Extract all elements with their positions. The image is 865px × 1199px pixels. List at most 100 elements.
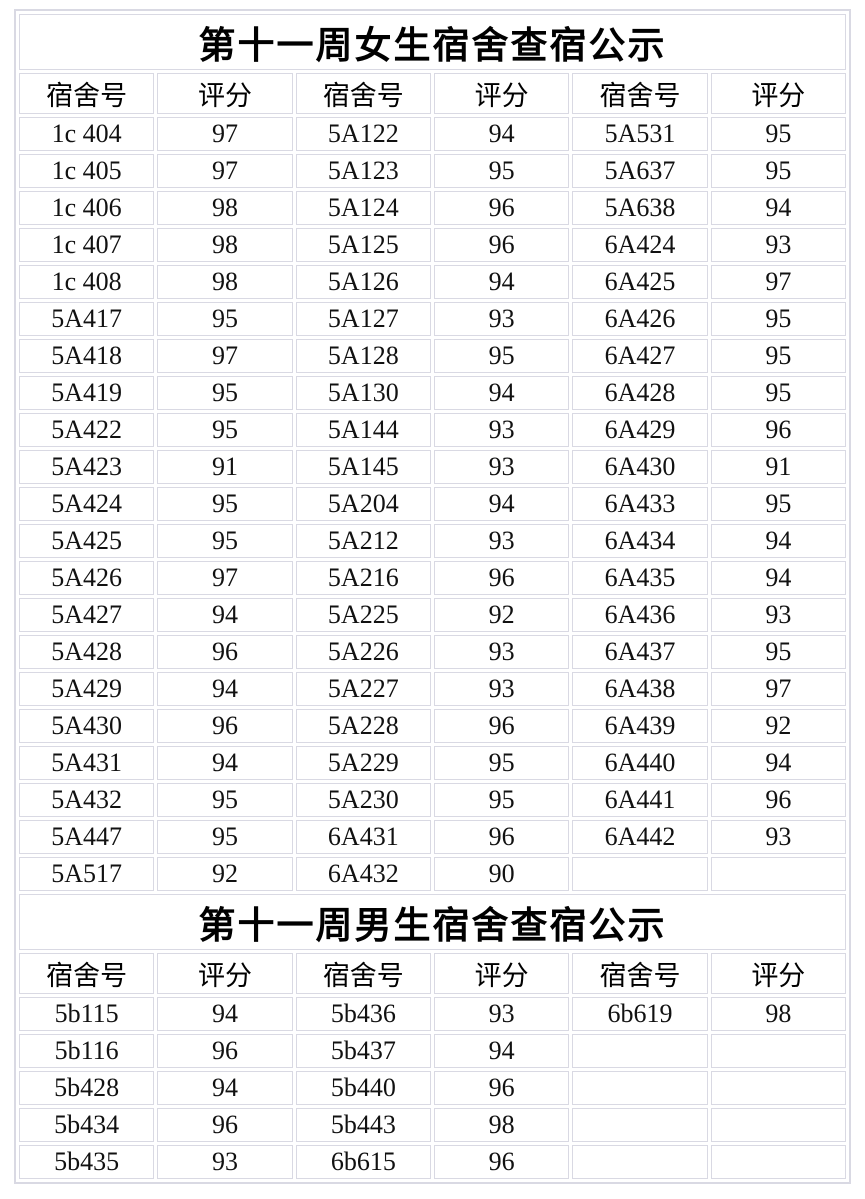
table-row: 1c 404 97 5A122 94 5A531 95 [19, 117, 846, 151]
score-cell: 94 [433, 265, 570, 299]
table-row: 5b434 96 5b443 98 [19, 1108, 846, 1142]
score-cell: 95 [157, 487, 293, 521]
dorm-number-cell: 5A423 [19, 450, 155, 484]
score-cell: 98 [157, 265, 293, 299]
dorm-number-cell: 5A447 [19, 820, 155, 854]
score-cell: 92 [157, 857, 293, 891]
dorm-number-cell: 6A431 [295, 820, 431, 854]
score-cell: 95 [157, 524, 293, 558]
score-cell: 94 [157, 1071, 293, 1105]
score-cell: 94 [433, 376, 570, 410]
dorm-number-cell: 5A123 [295, 154, 431, 188]
dorm-number-cell: 5A424 [19, 487, 155, 521]
dorm-number-cell [572, 1034, 708, 1068]
score-cell: 95 [157, 820, 293, 854]
table-row: 5b115 94 5b436 93 6b619 98 [19, 997, 846, 1031]
dorm-number-cell: 5A144 [295, 413, 431, 447]
score-cell: 96 [433, 228, 570, 262]
score-cell: 95 [157, 302, 293, 336]
dorm-number-cell: 6A425 [572, 265, 708, 299]
score-cell: 93 [433, 524, 570, 558]
dorm-number-cell: 5A432 [19, 783, 155, 817]
score-cell: 94 [157, 746, 293, 780]
score-cell: 96 [710, 783, 846, 817]
table-row: 5A424 95 5A204 94 6A433 95 [19, 487, 846, 521]
dorm-number-cell: 5A417 [19, 302, 155, 336]
table-row: 5A418 97 5A128 95 6A427 95 [19, 339, 846, 373]
column-header-dorm-number: 宿舍号 [295, 953, 431, 994]
score-cell: 96 [433, 191, 570, 225]
score-cell: 97 [157, 561, 293, 595]
dorm-number-cell: 5A531 [572, 117, 708, 151]
score-cell: 96 [433, 1071, 570, 1105]
dorm-number-cell: 1c 406 [19, 191, 155, 225]
dorm-number-cell: 5A638 [572, 191, 708, 225]
dorm-number-cell: 5b428 [19, 1071, 155, 1105]
score-cell [710, 857, 846, 891]
dorm-number-cell: 6A435 [572, 561, 708, 595]
dorm-number-cell: 5b434 [19, 1108, 155, 1142]
score-cell: 98 [157, 191, 293, 225]
dorm-number-cell: 5A418 [19, 339, 155, 373]
table-row: 1c 408 98 5A126 94 6A425 97 [19, 265, 846, 299]
score-cell: 95 [710, 376, 846, 410]
table-row: 1c 406 98 5A124 96 5A638 94 [19, 191, 846, 225]
dorm-number-cell: 5A429 [19, 672, 155, 706]
dorm-number-cell: 5A230 [295, 783, 431, 817]
column-header-dorm-number: 宿舍号 [572, 73, 708, 114]
dorm-number-cell: 6A430 [572, 450, 708, 484]
dorm-number-cell: 5A227 [295, 672, 431, 706]
table-row: 5A430 96 5A228 96 6A439 92 [19, 709, 846, 743]
dorm-number-cell: 5A212 [295, 524, 431, 558]
score-cell: 95 [157, 413, 293, 447]
score-cell: 96 [157, 1034, 293, 1068]
dorm-number-cell: 5b115 [19, 997, 155, 1031]
dorm-number-cell: 6A441 [572, 783, 708, 817]
score-cell: 98 [710, 997, 846, 1031]
column-header-dorm-number: 宿舍号 [19, 73, 155, 114]
table-row: 5A447 95 6A431 96 6A442 93 [19, 820, 846, 854]
score-cell: 97 [710, 265, 846, 299]
table-row: 5A423 91 5A145 93 6A430 91 [19, 450, 846, 484]
dorm-number-cell: 5A225 [295, 598, 431, 632]
dorm-number-cell: 6A429 [572, 413, 708, 447]
dorm-number-cell: 5A637 [572, 154, 708, 188]
score-cell: 96 [157, 635, 293, 669]
dorm-number-cell: 5A130 [295, 376, 431, 410]
score-cell: 91 [157, 450, 293, 484]
column-header-row-male: 宿舍号 评分 宿舍号 评分 宿舍号 评分 [19, 953, 846, 994]
dorm-number-cell: 5b436 [295, 997, 431, 1031]
column-header-dorm-number: 宿舍号 [295, 73, 431, 114]
dorm-number-cell: 6A434 [572, 524, 708, 558]
dorm-inspection-table: 第十一周女生宿舍查宿公示宿舍号 评分 宿舍号 评分 宿舍号 评分 1c 404 97 5A122… [14, 9, 851, 1184]
section-title-row-female: 第十一周女生宿舍查宿公示 [19, 14, 846, 70]
score-cell: 97 [710, 672, 846, 706]
dorm-number-cell: 1c 404 [19, 117, 155, 151]
table-row: 5A428 96 5A226 93 6A437 95 [19, 635, 846, 669]
score-cell: 94 [433, 117, 570, 151]
dorm-number-cell: 5A125 [295, 228, 431, 262]
dorm-number-cell: 5A124 [295, 191, 431, 225]
dorm-number-cell: 5A228 [295, 709, 431, 743]
dorm-number-cell: 5A216 [295, 561, 431, 595]
score-cell: 93 [157, 1145, 293, 1179]
dorm-number-cell: 6A426 [572, 302, 708, 336]
column-header-dorm-number: 宿舍号 [572, 953, 708, 994]
score-cell: 95 [710, 339, 846, 373]
table-row: 5A425 95 5A212 93 6A434 94 [19, 524, 846, 558]
dorm-number-cell: 1c 408 [19, 265, 155, 299]
score-cell: 93 [710, 598, 846, 632]
dorm-number-cell: 1c 405 [19, 154, 155, 188]
dorm-number-cell: 6A439 [572, 709, 708, 743]
dorm-number-cell: 5A128 [295, 339, 431, 373]
dorm-number-cell: 6A440 [572, 746, 708, 780]
score-cell: 96 [433, 820, 570, 854]
dorm-number-cell: 6A442 [572, 820, 708, 854]
dorm-number-cell: 5b443 [295, 1108, 431, 1142]
dorm-number-cell [572, 857, 708, 891]
section-title-male: 第十一周男生宿舍查宿公示 [19, 894, 846, 950]
score-cell: 96 [433, 709, 570, 743]
score-cell: 94 [157, 672, 293, 706]
table-row: 1c 407 98 5A125 96 6A424 93 [19, 228, 846, 262]
column-header-score: 评分 [433, 953, 570, 994]
